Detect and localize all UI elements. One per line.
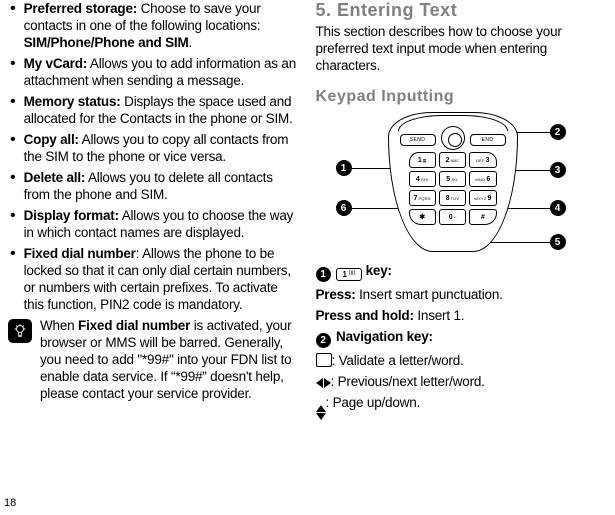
key-1: 1䷀ — [409, 152, 436, 168]
key-3: DEF3 — [469, 152, 496, 168]
note-block: When Fixed dial number is activated, you… — [8, 317, 300, 402]
left-right-arrow-icon — [316, 378, 331, 388]
l1b-term: Press: — [316, 287, 356, 302]
circled-2: 2 — [316, 333, 331, 348]
key-9: WXYZ9 — [469, 190, 496, 206]
tail-bold: SIM/Phone/Phone and SIM — [24, 35, 189, 50]
callout-6: 6 — [336, 200, 352, 216]
l1b-desc: Insert smart punctuation. — [356, 287, 503, 302]
bullet-preferred-storage: Preferred storage: Choose to save your c… — [8, 0, 300, 51]
section-intro: This section describes how to choose you… — [316, 23, 608, 74]
lightbulb-icon — [8, 319, 32, 343]
callout-5: 5 — [550, 234, 566, 250]
section-title: 5. Entering Text — [316, 0, 608, 21]
l1c-term: Press and hold: — [316, 308, 414, 323]
note-bold: Fixed dial number — [78, 318, 190, 333]
tail-after: . — [189, 35, 193, 50]
key-descriptions: 1 1⌷⌷ key: Press: Insert smart punctuati… — [316, 262, 608, 420]
term: Display format: — [24, 208, 119, 223]
send-softkey: SEND — [400, 134, 436, 146]
term: Preferred storage: — [24, 1, 137, 16]
callout-4: 4 — [550, 200, 566, 216]
phone-graphic: SEND END 1䷀ 2ABC DEF3 4GHI 5JKL MNO6 7PQ… — [388, 112, 518, 252]
bullet-display-format: Display format: Allows you to choose the… — [8, 207, 300, 241]
settings-bullet-list: Preferred storage: Choose to save your c… — [8, 0, 300, 313]
l2c: : Previous/next letter/word. — [331, 374, 485, 389]
key-star: ✱ — [409, 209, 436, 225]
key-8: 8TUV — [439, 190, 466, 206]
center-key-icon — [316, 353, 332, 367]
callout-3: 3 — [550, 162, 566, 178]
bullet-delete-all: Delete all: Allows you to delete all con… — [8, 169, 300, 203]
bullet-fixed-dial: Fixed dial number: Allows the phone to b… — [8, 245, 300, 313]
circled-1: 1 — [316, 267, 331, 282]
one-key-icon: 1⌷⌷ — [336, 268, 362, 281]
l2-head: Navigation key: — [333, 329, 433, 344]
note-text: When Fixed dial number is activated, you… — [40, 317, 300, 402]
bullet-copy-all: Copy all: Allows you to copy all contact… — [8, 131, 300, 165]
note-pre: When — [40, 318, 78, 333]
page-number: 18 — [4, 497, 16, 509]
key-5: 5JKL — [439, 171, 466, 187]
bullet-memory-status: Memory status: Displays the space used a… — [8, 93, 300, 127]
dpad-icon — [441, 126, 465, 150]
l2b: : Validate a letter/word. — [332, 353, 464, 368]
up-down-arrow-icon — [316, 405, 326, 420]
l2d: : Page up/down. — [326, 395, 421, 410]
subhead: Keypad Inputting — [316, 88, 608, 106]
term: Memory status: — [24, 94, 121, 109]
key-2: 2ABC — [439, 152, 466, 168]
key-hash: # — [469, 209, 496, 225]
term: Fixed dial number — [24, 246, 136, 261]
key-7: 7PQRS — [409, 190, 436, 206]
key-6: MNO6 — [469, 171, 496, 187]
key-0: 0+ — [439, 209, 466, 225]
bullet-my-vcard: My vCard: Allows you to add information … — [8, 55, 300, 89]
l1c-desc: Insert 1. — [414, 308, 465, 323]
term: Delete all: — [24, 170, 86, 185]
term: My vCard: — [24, 56, 87, 71]
keypad-figure: 1 2 3 4 5 6 SEND END — [316, 112, 608, 252]
key-4: 4GHI — [409, 171, 436, 187]
l1-head: key: — [362, 263, 392, 278]
term: Copy all: — [24, 132, 79, 147]
end-softkey: END — [470, 134, 506, 146]
callout-2: 2 — [550, 124, 566, 140]
callout-1: 1 — [336, 160, 352, 176]
